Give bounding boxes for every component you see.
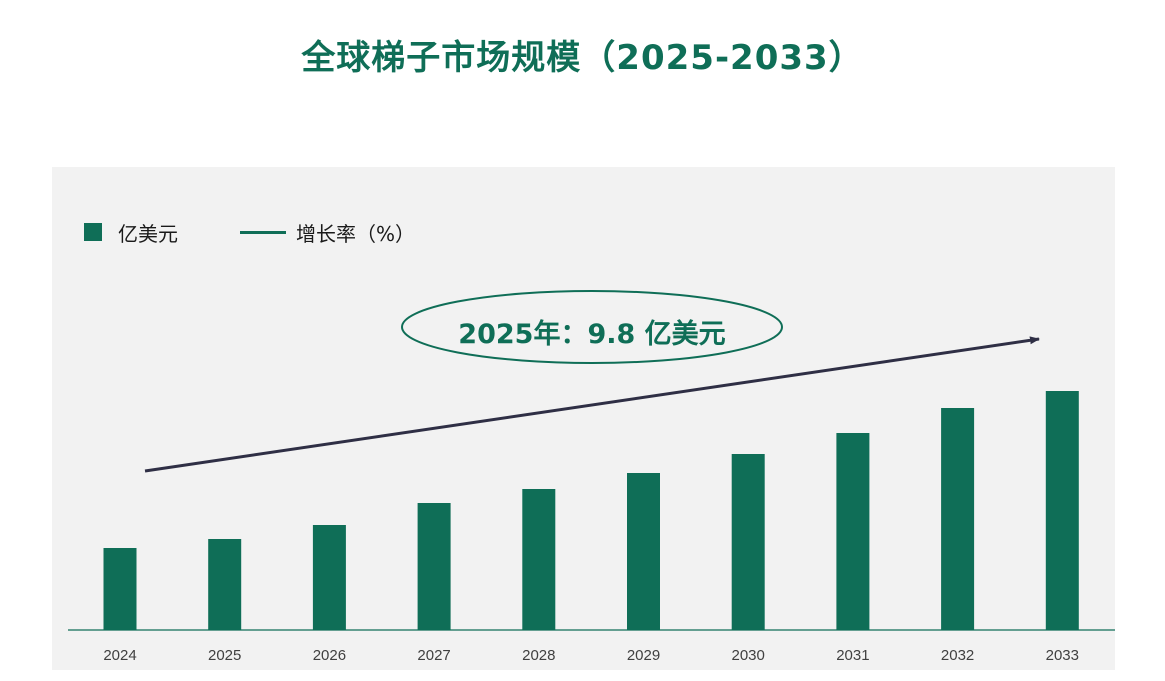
bar-2028 bbox=[522, 489, 556, 630]
bar-chart: 2024 2025 2026 2027 2028 2029 2030 2031 2032 2033… bbox=[68, 290, 1115, 664]
legend: 亿美元 增长率（%） bbox=[84, 219, 416, 246]
legend-line-label: 增长率（%） bbox=[296, 221, 416, 246]
legend-bar-swatch bbox=[84, 223, 102, 241]
x-tick-label-2033: 2033 bbox=[1046, 647, 1079, 664]
trend-arrow bbox=[144, 336, 1040, 473]
bar-2024 bbox=[103, 548, 137, 630]
x-tick-label-2024: 2024 bbox=[103, 647, 136, 664]
legend-line-swatch bbox=[240, 230, 286, 234]
bar-2031 bbox=[836, 433, 870, 630]
legend-bar-label: 亿美元 bbox=[118, 221, 178, 246]
bar-2027 bbox=[417, 503, 451, 630]
bar-2025 bbox=[208, 539, 242, 630]
x-tick-label-2028: 2028 bbox=[522, 647, 555, 664]
bar-2026 bbox=[312, 525, 346, 630]
x-tick-label-2032: 2032 bbox=[941, 647, 974, 664]
x-tick-label-2025: 2025 bbox=[208, 647, 241, 664]
x-tick-label-2026: 2026 bbox=[313, 647, 346, 664]
annotation-ellipse bbox=[401, 290, 783, 364]
x-tick-labels: 2024 2025 2026 2027 2028 2029 2030 2031 2032 2033 bbox=[103, 647, 1079, 664]
annotation-text: 2025年：9.8 亿美元 bbox=[458, 318, 725, 350]
x-tick-label-2030: 2030 bbox=[732, 647, 765, 664]
bar-2032 bbox=[941, 408, 975, 630]
bars-group bbox=[103, 391, 1079, 630]
chart-title: 全球梯子市场规模（2025-2033） bbox=[301, 38, 864, 78]
bar-2029 bbox=[627, 473, 660, 630]
bar-2030 bbox=[731, 454, 765, 630]
x-tick-label-2027: 2027 bbox=[417, 647, 450, 664]
x-tick-label-2029: 2029 bbox=[627, 647, 660, 664]
bar-2033 bbox=[1045, 391, 1079, 630]
chart-panel: 2024 2025 2026 2027 2028 2029 2030 2031 2032 2033… bbox=[52, 167, 1115, 670]
x-tick-label-2031: 2031 bbox=[836, 647, 869, 664]
